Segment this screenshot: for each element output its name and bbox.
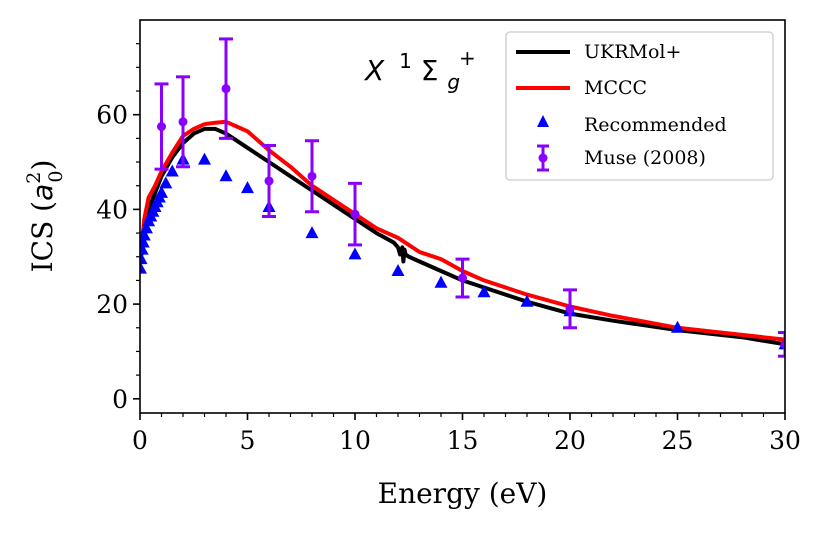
y-axis-label: ICS (a20): [23, 160, 67, 273]
annotation-sigma: Σ: [421, 54, 439, 87]
point-muse-2008: [307, 171, 317, 181]
series-line-ukrmol: [140, 126, 785, 347]
annotation-main: X: [363, 54, 385, 87]
y-axis-label-sub: 0: [45, 171, 67, 183]
point-muse-2008: [780, 339, 785, 349]
legend-swatch-muse: [537, 144, 549, 172]
y-tick-label: 40: [96, 195, 128, 224]
y-axis-label-prefix: ICS (: [26, 201, 59, 273]
point-recommended: [520, 294, 534, 307]
point-recommended: [477, 285, 491, 298]
legend-frame: [505, 31, 774, 181]
legend-label-mccc: MCCC: [584, 77, 647, 99]
point-muse-2008: [157, 122, 166, 132]
state-annotation: X 1 Σ g +: [363, 42, 476, 96]
legend-label-ukrmol: UKRMol+: [584, 41, 681, 63]
series-layer: [140, 37, 785, 358]
point-recommended: [155, 185, 168, 198]
point-muse-2008: [350, 209, 360, 219]
point-muse-2008: [458, 273, 467, 283]
y-axis-label-sup: 2: [23, 172, 45, 184]
point-recommended: [434, 275, 448, 288]
y-tick-label: 20: [96, 290, 128, 319]
y-axis-label-var: a: [26, 184, 59, 201]
annotation-sup2: +: [459, 46, 476, 70]
x-tick-label: 10: [339, 426, 371, 455]
y-axis-label-suffix: ): [26, 160, 59, 171]
legend: UKRMol+ MCCC Recommended Muse (2008): [505, 31, 774, 181]
point-muse-2008: [565, 304, 575, 314]
point-recommended: [241, 181, 254, 194]
x-tick-label: 5: [240, 426, 256, 455]
point-recommended: [159, 176, 173, 189]
point-muse-2008: [178, 117, 188, 127]
point-recommended: [198, 152, 211, 165]
point-recommended: [140, 261, 147, 274]
point-recommended: [140, 252, 148, 265]
point-muse-2008: [264, 176, 274, 186]
x-axis-label: Energy (eV): [378, 477, 548, 510]
point-recommended: [391, 263, 405, 276]
series-line-mccc: [140, 119, 785, 342]
x-tick-label: 0: [132, 426, 148, 455]
legend-label-muse: Muse (2008): [584, 147, 706, 169]
point-muse-2008: [221, 84, 231, 94]
point-recommended: [140, 221, 153, 234]
annotation-sub: g: [447, 70, 460, 94]
point-recommended: [348, 247, 362, 260]
y-tick-label: 60: [96, 101, 128, 130]
x-tick-label: 30: [769, 426, 801, 455]
y-tick-label: 0: [112, 385, 128, 414]
x-tick-label: 15: [447, 426, 479, 455]
x-tick-label: 20: [554, 426, 586, 455]
ticks-layer: 0 5 10 15 20 25 30 0 20 40 60: [96, 43, 801, 455]
point-recommended: [165, 164, 179, 177]
x-tick-label: 25: [662, 426, 694, 455]
point-recommended: [219, 169, 233, 182]
point-recommended: [305, 226, 319, 239]
legend-label-recommended: Recommended: [584, 114, 727, 136]
point-recommended: [671, 320, 684, 333]
legend-swatch-recommended: [537, 115, 549, 127]
annotation-sup1: 1: [399, 49, 412, 73]
